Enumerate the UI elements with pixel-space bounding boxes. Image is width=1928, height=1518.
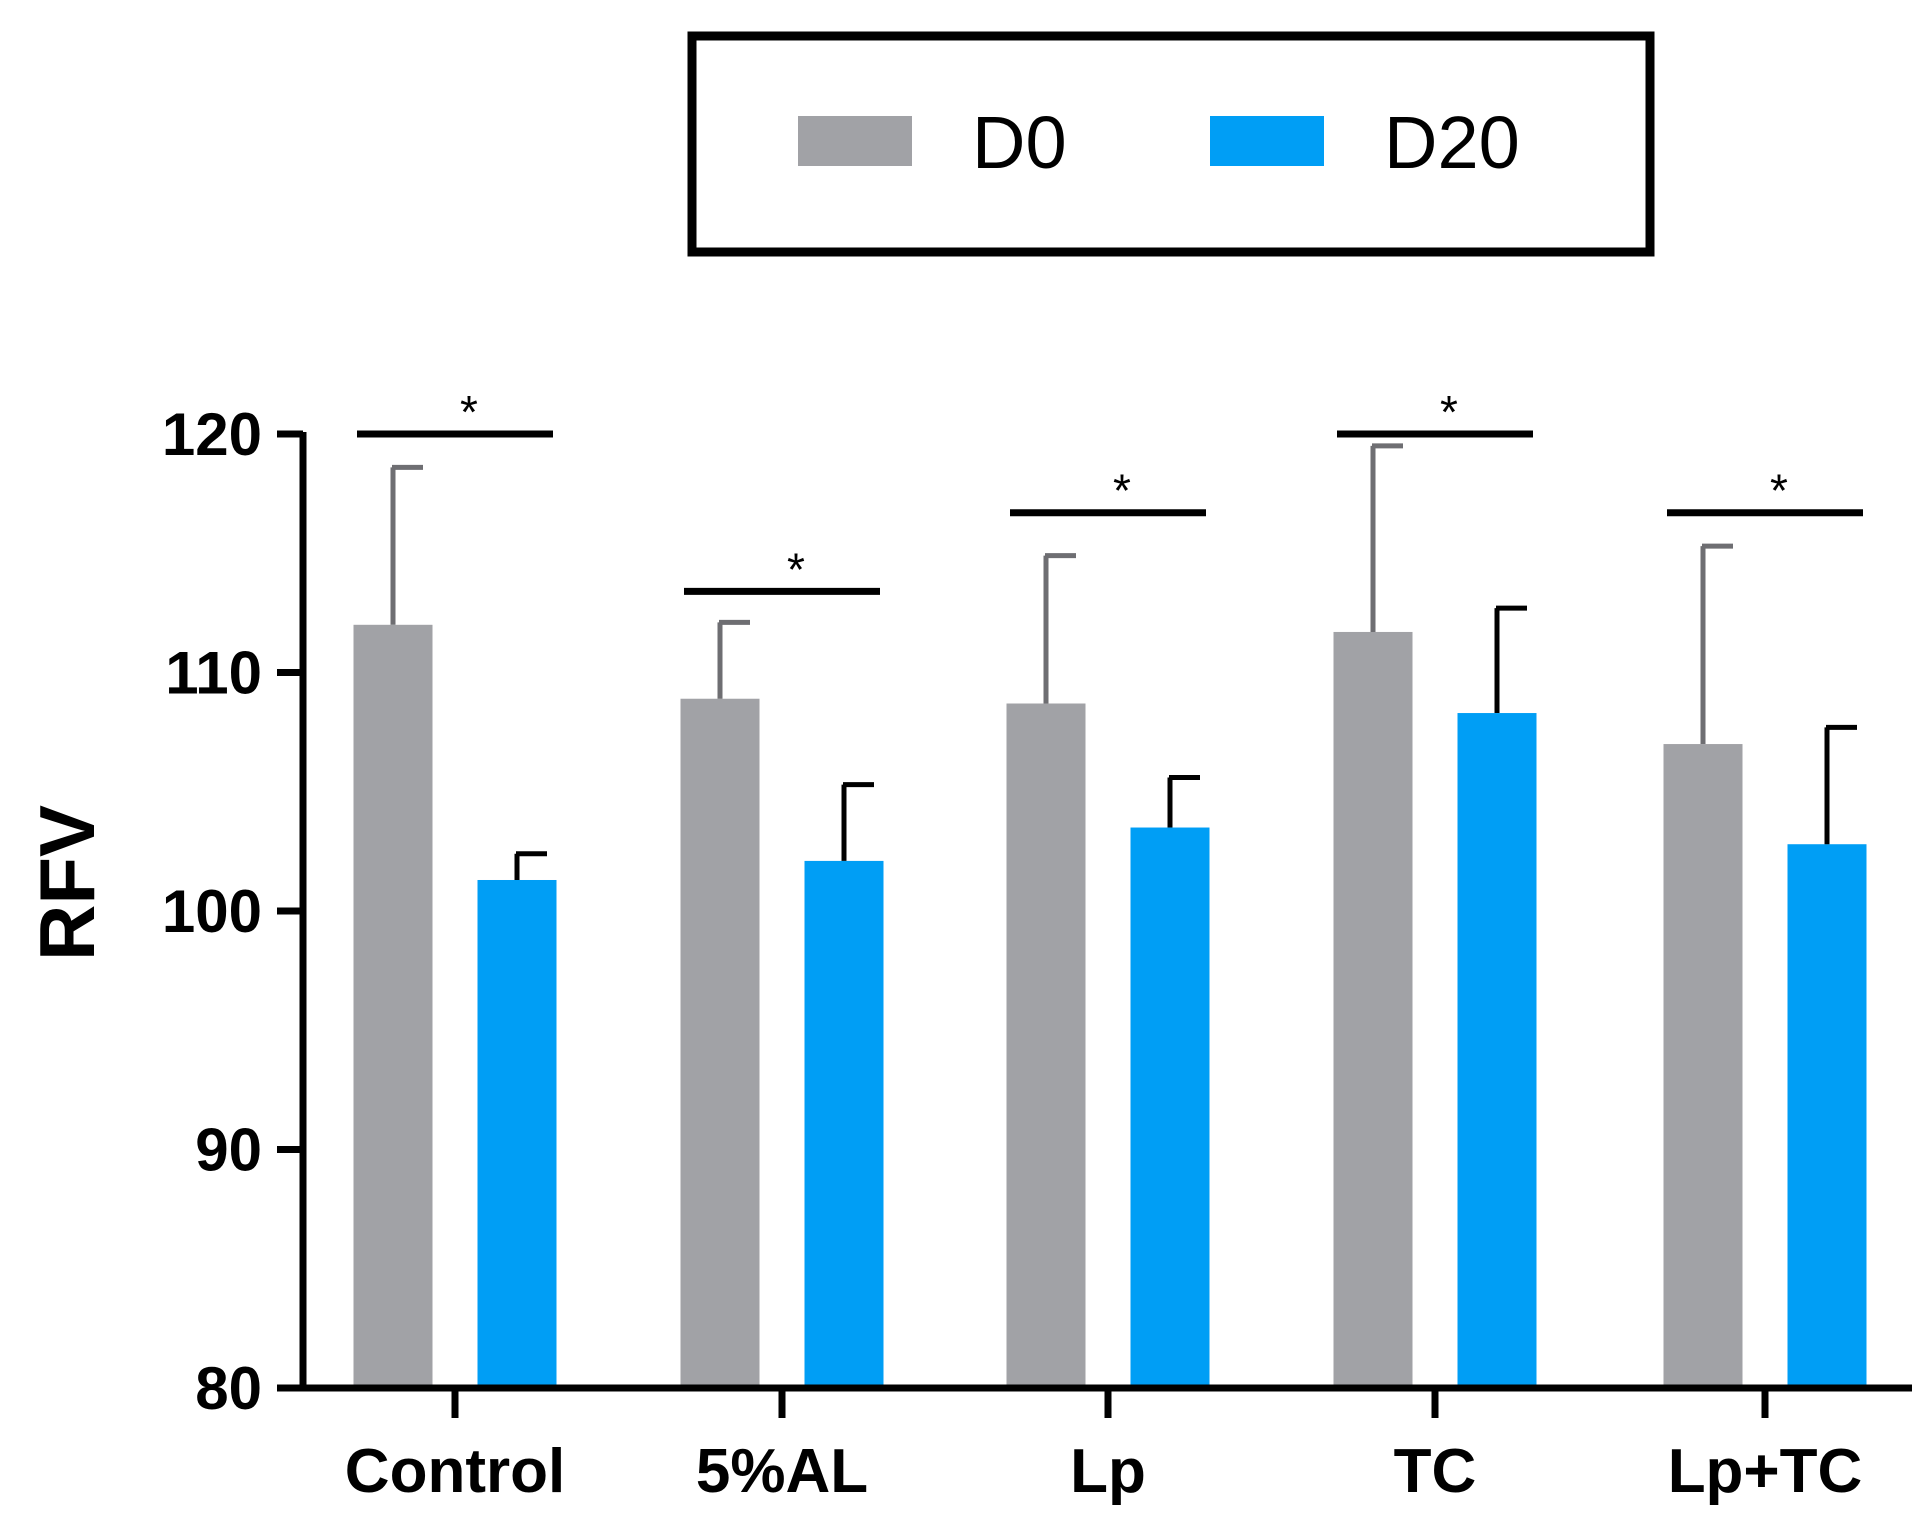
x-axis-labels: Control 5%AL Lp TC Lp+TC xyxy=(345,1388,1863,1506)
significance-star: * xyxy=(460,386,478,438)
y-tick-label: 110 xyxy=(165,640,262,707)
x-tick-label: Lp xyxy=(1070,1437,1146,1506)
significance-star: * xyxy=(1440,386,1458,438)
y-axis-title: RFV xyxy=(23,805,111,961)
legend-swatch-d0 xyxy=(798,116,912,166)
x-tick-label: 5%AL xyxy=(696,1437,868,1506)
bar-d0-lptc xyxy=(1663,744,1743,1388)
y-tick-label: 100 xyxy=(162,878,262,945)
bar-d20-control xyxy=(477,879,557,1388)
bars xyxy=(353,624,1867,1388)
significance-star: * xyxy=(1113,465,1131,517)
legend-label-d20: D20 xyxy=(1384,101,1520,184)
significance-star: * xyxy=(787,543,805,595)
bar-d0-tc xyxy=(1333,631,1413,1388)
bar-d0-5al xyxy=(680,698,760,1388)
x-tick-label: TC xyxy=(1394,1437,1477,1506)
bar-d20-tc xyxy=(1457,713,1537,1388)
bar-d20-lptc xyxy=(1787,844,1867,1388)
significance-star: * xyxy=(1770,465,1788,517)
x-tick-label: Lp+TC xyxy=(1668,1437,1863,1506)
y-axis-ticks: 80 90 100 110 120 xyxy=(162,401,303,1422)
bar-d20-lp xyxy=(1130,827,1210,1388)
y-tick-label: 120 xyxy=(162,401,262,468)
error-bars xyxy=(390,443,1857,880)
legend: D0 D20 xyxy=(687,31,1655,257)
bar-d0-control xyxy=(353,624,433,1388)
legend-label-d0: D0 xyxy=(972,101,1067,184)
x-tick-label: Control xyxy=(345,1437,565,1506)
y-tick-label: 90 xyxy=(195,1117,262,1184)
y-tick-label: 80 xyxy=(195,1355,262,1422)
significance-markers: * * * * * xyxy=(357,386,1863,595)
bar-d20-5al xyxy=(804,860,884,1388)
bar-d0-lp xyxy=(1006,703,1086,1388)
legend-swatch-d20 xyxy=(1210,116,1324,166)
legend-frame xyxy=(687,31,1655,257)
